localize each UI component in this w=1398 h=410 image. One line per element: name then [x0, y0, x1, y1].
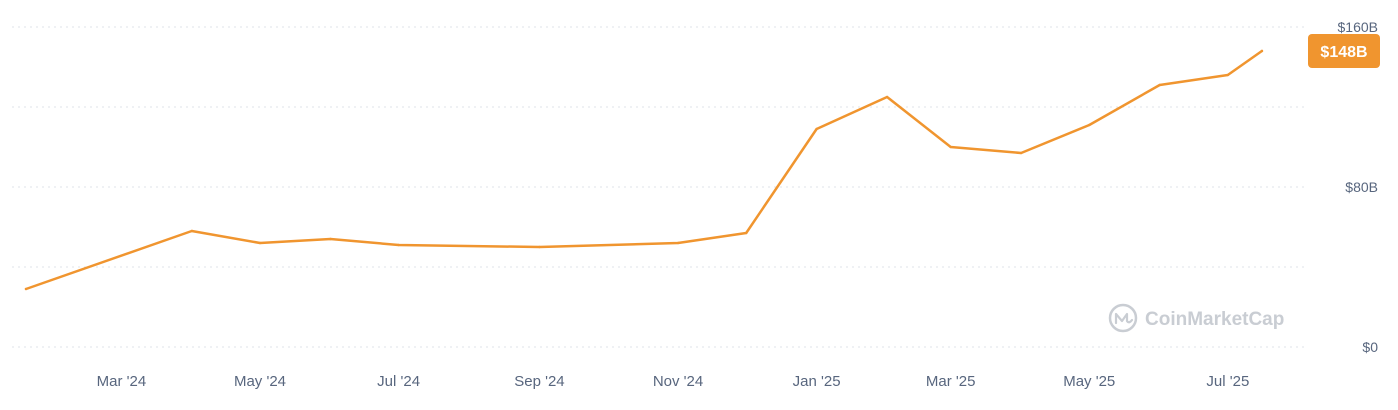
data-point — [24, 287, 28, 291]
data-point — [1158, 83, 1161, 87]
data-point — [1088, 123, 1091, 127]
x-tick-label: May '25 — [1063, 373, 1115, 390]
data-point — [190, 229, 194, 233]
data-point — [1226, 73, 1230, 77]
data-point — [949, 145, 952, 149]
current-value-badge-label: $148B — [1320, 44, 1367, 61]
watermark-text: CoinMarketCap — [1145, 309, 1284, 330]
data-point — [538, 245, 541, 249]
x-tick-label: Jul '24 — [377, 373, 420, 390]
x-tick-label: Jan '25 — [793, 373, 841, 390]
data-point — [815, 127, 818, 131]
data-point — [258, 241, 262, 245]
data-point — [1019, 151, 1023, 155]
y-tick-label: $0 — [1362, 339, 1378, 355]
y-tick-label: $160B — [1338, 19, 1378, 35]
coinmarketcap-logo-icon — [1108, 303, 1138, 333]
x-tick-label: Jul '25 — [1206, 373, 1249, 390]
y-tick-label: $80B — [1345, 179, 1378, 195]
data-point — [329, 237, 332, 241]
x-tick-label: Mar '24 — [97, 373, 147, 390]
x-tick-label: Mar '25 — [926, 373, 976, 390]
series-line — [24, 49, 1264, 291]
data-point — [397, 243, 400, 247]
current-value-badge — [1308, 34, 1380, 68]
data-point — [676, 241, 680, 245]
x-tick-label: Nov '24 — [653, 373, 703, 390]
data-point — [1260, 49, 1264, 53]
data-point — [885, 95, 889, 99]
data-point — [744, 231, 748, 235]
coinmarketcap-logo-mark-icon — [1114, 312, 1134, 325]
x-tick-label: May '24 — [234, 373, 286, 390]
x-tick-label: Sep '24 — [514, 373, 564, 390]
